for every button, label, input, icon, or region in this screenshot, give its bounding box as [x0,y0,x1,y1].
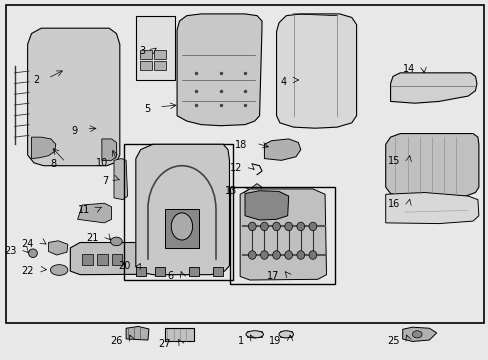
Text: 13: 13 [224,186,236,197]
Polygon shape [177,14,262,126]
Ellipse shape [248,222,256,231]
Text: 11: 11 [77,205,90,215]
Text: 4: 4 [280,77,285,87]
Bar [80,66,87,80]
Polygon shape [402,327,436,342]
Bar [136,267,145,276]
Bar [111,254,122,265]
Text: 25: 25 [386,336,399,346]
Ellipse shape [248,251,256,259]
Ellipse shape [296,251,304,259]
Text: 6: 6 [167,271,173,281]
Text: 1: 1 [238,336,244,346]
Text: 15: 15 [387,157,400,166]
Bar [189,267,199,276]
Ellipse shape [296,222,304,231]
Bar [164,328,194,342]
Bar [6,5,483,323]
Text: 3: 3 [139,46,145,57]
Bar [140,61,152,70]
Ellipse shape [260,251,268,259]
Polygon shape [390,73,476,103]
Ellipse shape [260,222,268,231]
Bar [97,254,107,265]
Bar [140,50,152,59]
Text: 26: 26 [110,336,122,346]
Text: 14: 14 [402,64,414,74]
Polygon shape [244,191,288,220]
Polygon shape [70,243,153,275]
Polygon shape [31,137,56,158]
Polygon shape [264,139,300,160]
Text: 17: 17 [266,271,278,282]
Text: 2: 2 [33,75,39,85]
Bar [136,16,174,80]
Ellipse shape [245,331,263,338]
Polygon shape [240,189,326,280]
Ellipse shape [278,331,293,338]
Polygon shape [385,193,478,224]
Bar [82,254,93,265]
Ellipse shape [284,251,292,259]
Polygon shape [385,134,478,196]
Polygon shape [276,14,356,128]
Bar [154,61,166,70]
Text: 9: 9 [71,126,78,136]
Bar [213,267,223,276]
Bar [164,208,199,248]
Polygon shape [27,28,120,166]
Text: 20: 20 [119,261,131,271]
Ellipse shape [284,222,292,231]
Text: 5: 5 [144,104,150,113]
Text: 7: 7 [102,176,108,186]
Polygon shape [48,241,68,255]
Text: 19: 19 [268,336,281,346]
Bar [279,332,291,337]
Text: 24: 24 [21,239,34,249]
Text: 18: 18 [235,140,247,150]
Bar [123,144,232,280]
Ellipse shape [110,237,122,246]
Text: 12: 12 [229,163,242,173]
Text: 8: 8 [51,159,57,169]
Polygon shape [78,203,111,223]
Text: 16: 16 [387,199,400,209]
Text: 21: 21 [86,233,98,243]
Polygon shape [136,144,229,275]
Ellipse shape [308,222,316,231]
Ellipse shape [411,331,421,338]
Polygon shape [126,327,149,340]
Bar [246,332,262,337]
Text: 10: 10 [96,158,108,168]
Text: 27: 27 [159,339,171,348]
Polygon shape [102,139,116,160]
Bar [154,50,166,59]
Bar [58,66,65,80]
Ellipse shape [50,265,68,275]
Polygon shape [41,37,106,69]
Ellipse shape [28,249,37,257]
Text: 23: 23 [4,247,17,256]
Ellipse shape [308,251,316,259]
Polygon shape [249,184,262,198]
Ellipse shape [171,213,192,240]
Ellipse shape [272,222,280,231]
Polygon shape [114,158,127,200]
Bar [155,267,164,276]
Ellipse shape [272,251,280,259]
Text: 22: 22 [21,266,34,276]
Bar [230,187,334,284]
